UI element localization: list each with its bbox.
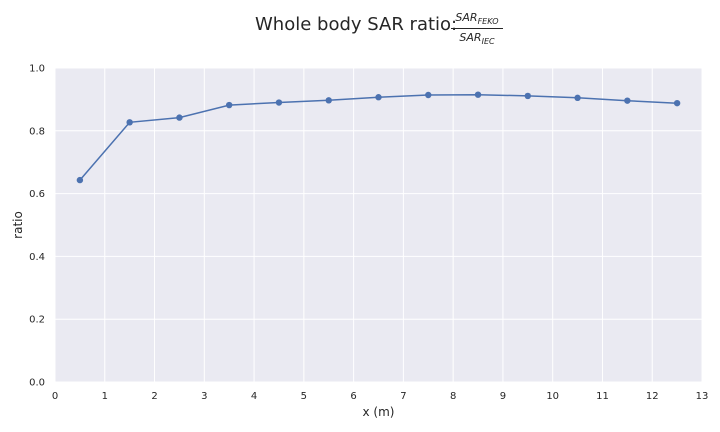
x-tick-label: 8 (450, 391, 456, 402)
x-tick-label: 2 (151, 391, 157, 402)
x-tick-label: 0 (52, 391, 58, 402)
x-tick-label: 11 (596, 391, 609, 402)
x-tick-label: 9 (500, 391, 506, 402)
y-tick-label: 1.0 (29, 64, 45, 75)
x-tick-label: 3 (201, 391, 207, 402)
denominator-subscript: IEC (481, 37, 495, 47)
series-group (76, 91, 681, 184)
y-tick-label: 0.0 (29, 378, 45, 389)
chart-title: Whole body SAR ratio: SARFEKO SARIEC (0, 8, 720, 48)
title-numerator: SARFEKO (451, 11, 503, 26)
data-point (474, 91, 482, 98)
x-tick-label: 13 (696, 391, 709, 402)
x-tick-label: 12 (646, 391, 659, 402)
y-tick-label: 0.6 (29, 189, 45, 200)
data-point (375, 94, 382, 101)
x-tick-label: 1 (102, 391, 108, 402)
x-tick-label: 7 (400, 391, 406, 402)
y-axis-label: ratio (11, 211, 25, 239)
data-point (126, 119, 133, 126)
chart-title-text: Whole body SAR ratio: (255, 14, 458, 35)
data-point (624, 97, 631, 104)
x-tick-label: 6 (350, 391, 356, 402)
x-tick-label: 10 (546, 391, 559, 402)
grid-lines (54, 67, 703, 383)
data-point (275, 99, 283, 106)
title-denominator: SARIEC (451, 31, 503, 46)
denominator-base: SAR (459, 31, 482, 45)
data-point (225, 101, 233, 109)
data-point (325, 97, 332, 104)
x-tick-label: 5 (301, 391, 307, 402)
plot-area (55, 68, 702, 382)
numerator-subscript: FEKO (477, 17, 499, 27)
y-tick-label: 0.8 (29, 126, 45, 137)
x-tick-labels: 0 1 2 3 4 5 6 7 8 9 10 11 12 13 (52, 391, 709, 402)
data-point (524, 92, 532, 100)
data-point (176, 114, 183, 121)
data-point (673, 99, 681, 107)
x-tick-label: 4 (251, 391, 257, 402)
numerator-base: SAR (455, 11, 478, 24)
title-fraction: SARFEKO SARIEC (451, 11, 503, 46)
data-point (425, 91, 432, 99)
data-point (76, 176, 84, 184)
x-axis-label: x (m) (363, 405, 395, 419)
y-tick-labels: 0.0 0.2 0.4 0.6 0.8 1.0 (29, 64, 45, 389)
y-tick-label: 0.2 (29, 315, 45, 326)
y-tick-label: 0.4 (29, 252, 45, 263)
fraction-bar (451, 28, 503, 30)
data-point (574, 94, 581, 102)
